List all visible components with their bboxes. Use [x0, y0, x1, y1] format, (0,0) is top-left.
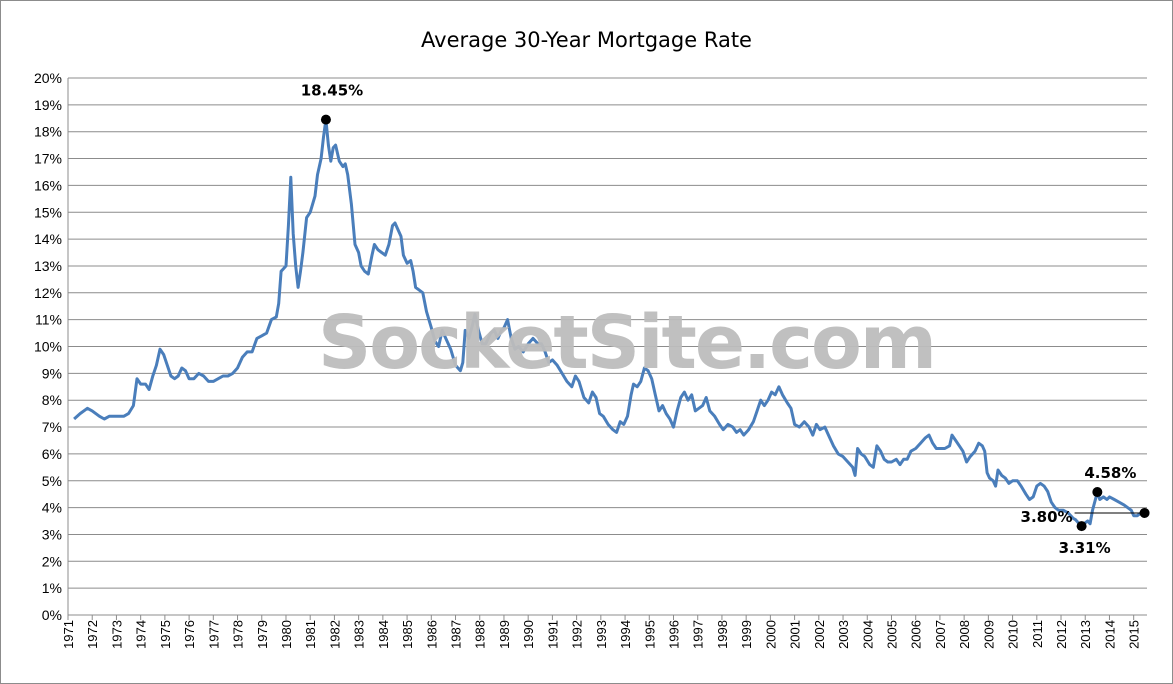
x-tick-label: 1973 — [109, 620, 124, 649]
gridlines — [68, 77, 1147, 589]
x-tick-label: 1998 — [715, 620, 730, 649]
annotation-marker — [1139, 507, 1150, 518]
annotation-label: 3.80% — [1021, 508, 1073, 526]
x-tick-label: 2012 — [1054, 620, 1069, 649]
x-tick-label: 1978 — [231, 620, 246, 649]
y-tick-label: 1% — [42, 580, 62, 596]
y-tick-label: 2% — [42, 553, 62, 569]
x-tick-label: 1991 — [545, 620, 560, 649]
y-tick-label: 16% — [34, 177, 62, 193]
x-tick-label: 1972 — [85, 620, 100, 649]
x-tick-label: 1997 — [691, 620, 706, 649]
series-layer — [73, 118, 1145, 528]
x-tick-label: 1985 — [400, 620, 415, 649]
y-tick-label: 19% — [34, 97, 62, 113]
annotation-marker — [320, 114, 331, 125]
x-tick-label: 1994 — [618, 620, 633, 649]
x-tick-label: 1992 — [570, 620, 585, 649]
x-tick-label: 1987 — [449, 620, 464, 649]
chart-title: Average 30-Year Mortgage Rate — [421, 28, 752, 52]
x-tick-label: 1975 — [158, 620, 173, 649]
mortgage-rate-line — [73, 118, 1145, 528]
x-tick-label: 2009 — [981, 620, 996, 649]
y-axis-ticks: 0% 1% 2% 3% 4% 5% 6% 7% 8% 9% 10% 11% 12% 13% 14% 15% 16… — [34, 70, 62, 623]
y-tick-label: 7% — [42, 419, 62, 435]
x-tick-label: 2013 — [1078, 620, 1093, 649]
y-tick-label: 8% — [42, 392, 62, 408]
axes — [67, 78, 1147, 616]
x-tick-label: 2011 — [1030, 620, 1045, 648]
x-tick-label: 1980 — [279, 620, 294, 649]
annotation-marker — [1092, 487, 1103, 498]
y-tick-label: 6% — [42, 446, 62, 462]
x-tick-label: 1999 — [739, 620, 754, 649]
annotation-marker — [1076, 521, 1087, 532]
x-tick-label: 2006 — [909, 620, 924, 649]
x-tick-label: 1979 — [255, 620, 270, 649]
x-tick-label: 1982 — [327, 620, 342, 649]
x-tick-label: 1996 — [666, 620, 681, 649]
x-tick-label: 1984 — [376, 620, 391, 649]
x-tick-label: 2002 — [812, 620, 827, 649]
annotation-label: 18.45% — [301, 82, 363, 100]
y-tick-label: 14% — [34, 231, 62, 247]
y-tick-label: 12% — [34, 285, 62, 301]
y-tick-label: 5% — [42, 473, 62, 489]
y-tick-label: 9% — [42, 365, 62, 381]
x-tick-label: 1976 — [182, 620, 197, 649]
watermark: SocketSite.com — [318, 300, 937, 386]
x-tick-label: 2004 — [860, 620, 875, 649]
x-tick-label: 1981 — [303, 620, 318, 649]
x-tick-label: 1995 — [642, 620, 657, 649]
annotations: 18.45% 3.31% 4.58% 3.80% — [301, 82, 1150, 557]
x-tick-label: 1993 — [594, 620, 609, 649]
x-tick-label: 2007 — [933, 620, 948, 649]
x-tick-label: 1977 — [206, 620, 221, 649]
y-tick-label: 4% — [42, 500, 62, 516]
x-tick-label: 1990 — [521, 620, 536, 649]
y-tick-label: 18% — [34, 124, 62, 140]
x-tick-label: 1986 — [424, 620, 439, 649]
x-tick-label: 1989 — [497, 620, 512, 649]
y-tick-label: 17% — [34, 151, 62, 167]
x-tick-label: 1971 — [61, 620, 76, 649]
x-tick-label: 2003 — [836, 620, 851, 649]
y-tick-label: 15% — [34, 204, 62, 220]
annotation-label: 4.58% — [1084, 464, 1136, 482]
x-tick-label: 1983 — [352, 620, 367, 649]
x-tick-label: 2000 — [763, 620, 778, 649]
x-tick-label: 2008 — [957, 620, 972, 649]
x-tick-label: 1988 — [473, 620, 488, 649]
x-tick-label: 2010 — [1006, 620, 1021, 649]
y-tick-label: 11% — [35, 312, 62, 328]
annotation-label: 3.31% — [1059, 539, 1111, 557]
y-tick-label: 10% — [34, 339, 62, 355]
x-tick-label: 1974 — [134, 620, 149, 649]
x-tick-label: 2014 — [1102, 620, 1117, 649]
y-tick-label: 3% — [42, 526, 62, 542]
y-tick-label: 13% — [34, 258, 62, 274]
y-tick-label: 20% — [34, 70, 62, 86]
x-tick-label: 2001 — [788, 620, 803, 649]
x-tick-label: 2005 — [884, 620, 899, 649]
x-axis-ticks: 1971 1972 1973 1974 1975 1976 1977 1978 1979 1980… — [61, 615, 1142, 649]
y-tick-label: 0% — [42, 607, 62, 623]
x-tick-label: 2015 — [1127, 620, 1142, 649]
